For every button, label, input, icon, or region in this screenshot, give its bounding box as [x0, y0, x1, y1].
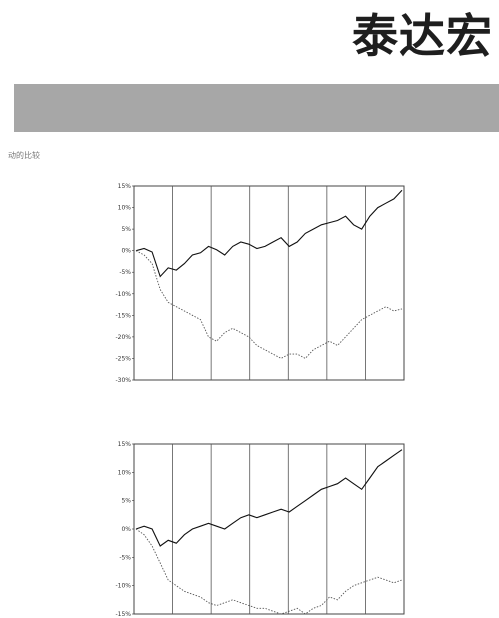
page-title: 泰达宏	[352, 9, 493, 63]
series-line-2	[135, 250, 403, 359]
y-tick-label: 15%	[118, 441, 132, 448]
section-note: 动的比较	[8, 151, 40, 160]
y-tick-label: -20%	[115, 334, 131, 341]
series-line-2	[135, 528, 403, 615]
y-tick-label: 10%	[118, 205, 132, 212]
series-line-1	[135, 449, 403, 547]
chart-canvas: 15% 10% 5% 0% -5% -10% -15%	[115, 441, 405, 618]
y-tick-label: 5%	[121, 226, 131, 233]
y-tick-label: 0%	[121, 248, 131, 255]
y-tick-label: 10%	[118, 469, 132, 476]
series-line-1	[135, 189, 403, 278]
y-tick-label: -5%	[119, 269, 131, 276]
chart-cumulative-return-1: 15% 10% 5% 0% -5% -10% -15% -20% -25% -30%	[108, 168, 408, 424]
y-tick-label: -10%	[115, 583, 131, 590]
y-tick-label: -25%	[115, 355, 131, 362]
plot-frame	[133, 443, 405, 615]
chart-canvas: 15% 10% 5% 0% -5% -10% -15% -20% -25% -30%	[115, 183, 405, 384]
y-tick-label: -15%	[115, 611, 131, 618]
y-tick-label: 0%	[121, 526, 131, 533]
y-tick-label: -10%	[115, 291, 131, 298]
y-tick-label: 5%	[121, 498, 131, 505]
y-tick-label: -15%	[115, 312, 131, 319]
y-tick-label: 15%	[118, 183, 132, 190]
y-tick-label: -30%	[115, 377, 131, 384]
header-banner	[14, 84, 499, 132]
plot-frame	[133, 185, 405, 381]
chart-cumulative-return-2: 15% 10% 5% 0% -5% -10% -15%	[108, 424, 408, 618]
y-tick-label: -5%	[119, 554, 131, 561]
